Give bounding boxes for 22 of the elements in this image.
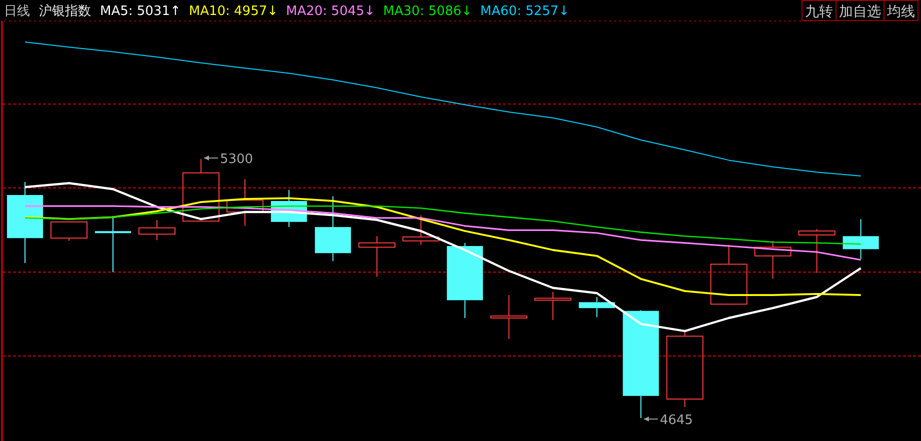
- text: 均线: [886, 4, 915, 20]
- text: MA60: 5257↓: [480, 4, 570, 19]
- annotation: 5300: [220, 152, 254, 168]
- chart-subtitle: 日线: [4, 4, 30, 19]
- candlestick: [358, 236, 396, 278]
- candlestick: [6, 181, 44, 264]
- candlestick: [94, 215, 132, 273]
- candlestick: [446, 242, 483, 319]
- text: 加自选: [839, 4, 881, 20]
- text: MA5: 5031↑: [100, 4, 181, 19]
- candlestick: [842, 218, 879, 260]
- annotation: 4645: [660, 413, 693, 428]
- text: 九转: [805, 4, 833, 20]
- candlestick: [578, 296, 615, 318]
- text: MA20: 5045↓: [286, 4, 376, 19]
- chart-title: 沪银指数: [39, 3, 91, 19]
- text: MA30: 5086↓: [383, 4, 472, 19]
- text: MA10: 4957↓: [188, 4, 278, 19]
- candlestick: [490, 294, 528, 340]
- candlestick: [314, 196, 351, 262]
- candlestick: [622, 310, 659, 419]
- candlestick: [138, 219, 176, 241]
